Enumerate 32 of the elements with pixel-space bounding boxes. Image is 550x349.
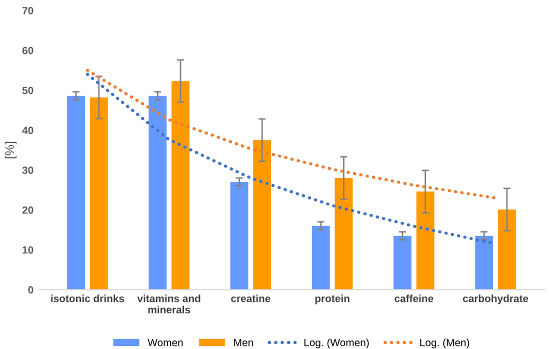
- y-axis-title: [%]: [4, 142, 16, 158]
- y-tick-label: 40: [22, 126, 34, 134]
- x-tick-label: isotonic drinks: [51, 294, 124, 302]
- bar: [416, 192, 434, 290]
- legend-label: Log. (Women): [304, 338, 369, 348]
- x-tick-label: caffeine: [394, 294, 434, 302]
- bar: [312, 226, 330, 290]
- x-tick-label: protein: [315, 294, 350, 304]
- y-tick-label: 60: [22, 46, 34, 54]
- bar: [67, 96, 86, 290]
- x-tick-label: creatine: [231, 294, 270, 302]
- bar: [334, 178, 353, 290]
- bar: [498, 210, 516, 290]
- line-series: [86, 68, 498, 200]
- x-tick-label: vitamins and minerals: [137, 294, 200, 314]
- bar: [253, 140, 272, 290]
- y-tick-label: 30: [22, 166, 34, 174]
- legend-label: Women: [148, 338, 183, 346]
- bar: [394, 236, 412, 290]
- y-tick-label: 10: [22, 246, 34, 254]
- bar: [148, 96, 167, 290]
- y-tick-label: 50: [22, 86, 34, 94]
- bar: [172, 81, 190, 290]
- y-tick-label: 20: [22, 206, 34, 214]
- bar: [475, 236, 494, 290]
- legend-label: Men: [234, 338, 253, 346]
- bar: [90, 97, 108, 290]
- y-tick-label: 70: [22, 6, 34, 14]
- x-tick-label: carbohydrate: [462, 294, 528, 304]
- bar: [230, 182, 248, 290]
- legend-label: Log. (Men): [420, 338, 470, 348]
- y-tick-label: 0: [28, 286, 34, 294]
